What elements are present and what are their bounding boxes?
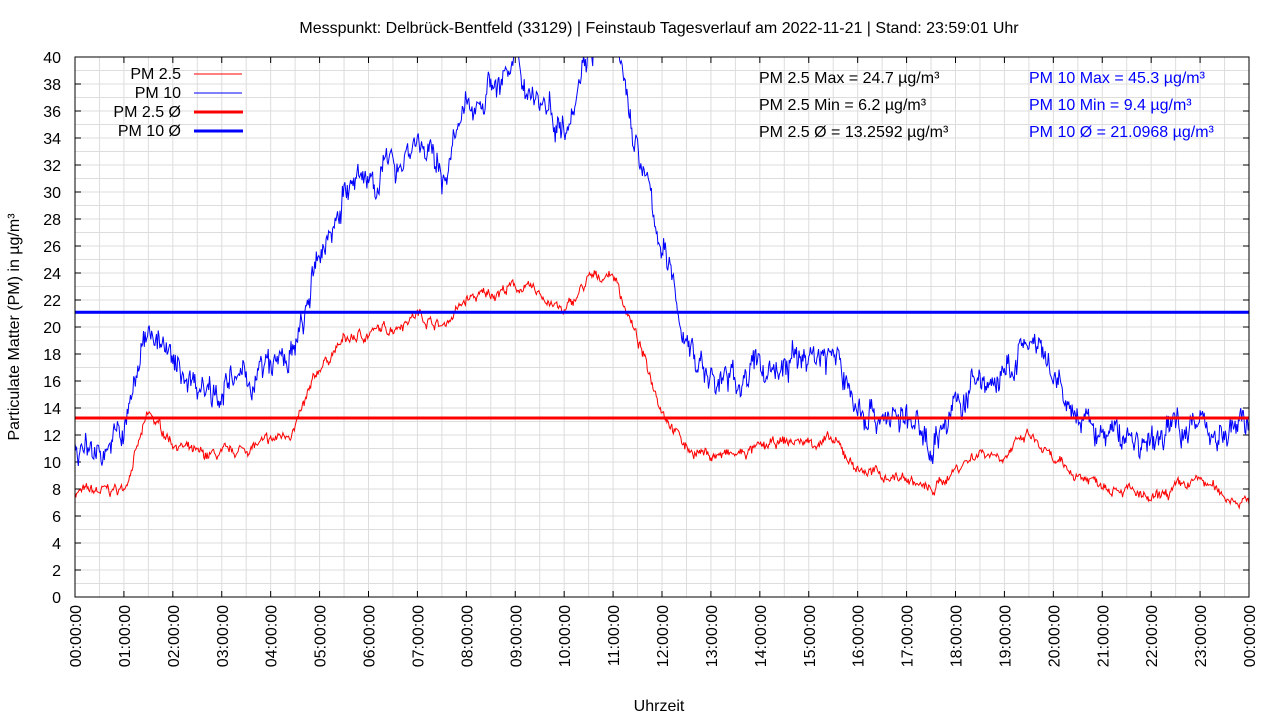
- x-tick-label: 10:00:00: [557, 605, 574, 667]
- series-line-pm10: [75, 57, 1249, 467]
- x-tick-label: 18:00:00: [949, 605, 966, 667]
- x-axis-label: Uhrzeit: [634, 698, 685, 715]
- y-tick-label: 8: [52, 482, 61, 499]
- x-tick-label: 23:00:00: [1193, 605, 1210, 667]
- y-tick-label: 6: [52, 509, 61, 526]
- y-tick-label: 16: [43, 374, 61, 391]
- legend: PM 2.5 PM 10 PM 2.5 Ø PM 10 Ø: [113, 66, 243, 140]
- x-tick-label: 05:00:00: [313, 605, 330, 667]
- stat-pm25-max: PM 2.5 Max = 24.7 µg/m³: [759, 70, 940, 87]
- y-tick-label: 0: [52, 590, 61, 607]
- y-tick-label: 40: [43, 50, 61, 67]
- stats-pm10: PM 10 Max = 45.3 µg/m³ PM 10 Min = 9.4 µ…: [1029, 70, 1215, 141]
- x-tick-label: 08:00:00: [459, 605, 476, 667]
- y-axis-label: Particulate Matter (PM) in µg/m³: [6, 213, 23, 441]
- y-tick-label: 12: [43, 428, 61, 445]
- stat-pm10-max: PM 10 Max = 45.3 µg/m³: [1029, 70, 1206, 87]
- x-tick-label: 17:00:00: [900, 605, 917, 667]
- x-tick-label: 03:00:00: [215, 605, 232, 667]
- legend-label-pm25: PM 2.5: [130, 66, 181, 83]
- y-tick-label: 14: [43, 401, 61, 418]
- y-tick-label: 20: [43, 320, 61, 337]
- x-tick-label: 02:00:00: [166, 605, 183, 667]
- x-tick-label: 09:00:00: [508, 605, 525, 667]
- y-tick-label: 22: [43, 293, 61, 310]
- stats-pm25: PM 2.5 Max = 24.7 µg/m³ PM 2.5 Min = 6.2…: [759, 70, 949, 141]
- y-tick-label: 18: [43, 347, 61, 364]
- x-tick-label: 11:00:00: [606, 605, 623, 666]
- stat-pm25-avg: PM 2.5 Ø = 13.2592 µg/m³: [759, 124, 949, 141]
- x-tick-label: 21:00:00: [1095, 605, 1112, 667]
- y-tick-label: 24: [43, 266, 61, 283]
- series-line-pm25: [75, 270, 1249, 510]
- chart-title: Messpunkt: Delbrück-Bentfeld (33129) | F…: [299, 20, 1019, 37]
- x-tick-label: 19:00:00: [997, 605, 1014, 667]
- y-tick-label: 2: [52, 563, 61, 580]
- legend-label-pm10: PM 10: [135, 85, 181, 102]
- stat-pm10-min: PM 10 Min = 9.4 µg/m³: [1029, 97, 1192, 114]
- legend-label-pm10-avg: PM 10 Ø: [118, 123, 181, 140]
- x-tick-label: 14:00:00: [753, 605, 770, 667]
- axis-ticks: 024681012141618202224262830323436384000:…: [43, 50, 1259, 667]
- y-tick-label: 32: [43, 158, 61, 175]
- y-tick-label: 4: [52, 536, 61, 553]
- series-layer: [75, 57, 1249, 510]
- plot-frame: [74, 56, 1250, 598]
- x-tick-label: 04:00:00: [264, 605, 281, 667]
- x-tick-label: 00:00:00: [68, 605, 85, 667]
- y-tick-label: 28: [43, 212, 61, 229]
- y-tick-label: 30: [43, 185, 61, 202]
- y-tick-label: 36: [43, 104, 61, 121]
- y-tick-label: 10: [43, 455, 61, 472]
- x-tick-label: 06:00:00: [362, 605, 379, 667]
- y-tick-label: 26: [43, 239, 61, 256]
- x-tick-label: 22:00:00: [1144, 605, 1161, 667]
- stat-pm25-min: PM 2.5 Min = 6.2 µg/m³: [759, 97, 927, 114]
- stat-pm10-avg: PM 10 Ø = 21.0968 µg/m³: [1029, 124, 1215, 141]
- y-tick-label: 38: [43, 77, 61, 94]
- x-tick-label: 16:00:00: [851, 605, 868, 667]
- x-tick-label: 15:00:00: [802, 605, 819, 667]
- x-tick-label: 20:00:00: [1046, 605, 1063, 667]
- x-tick-label: 12:00:00: [655, 605, 672, 667]
- x-tick-label: 01:00:00: [117, 605, 134, 667]
- y-tick-label: 34: [43, 131, 61, 148]
- legend-label-pm25-avg: PM 2.5 Ø: [113, 104, 181, 121]
- x-tick-label: 07:00:00: [410, 605, 427, 667]
- x-tick-label: 00:00:00: [1242, 605, 1259, 667]
- x-tick-label: 13:00:00: [704, 605, 721, 667]
